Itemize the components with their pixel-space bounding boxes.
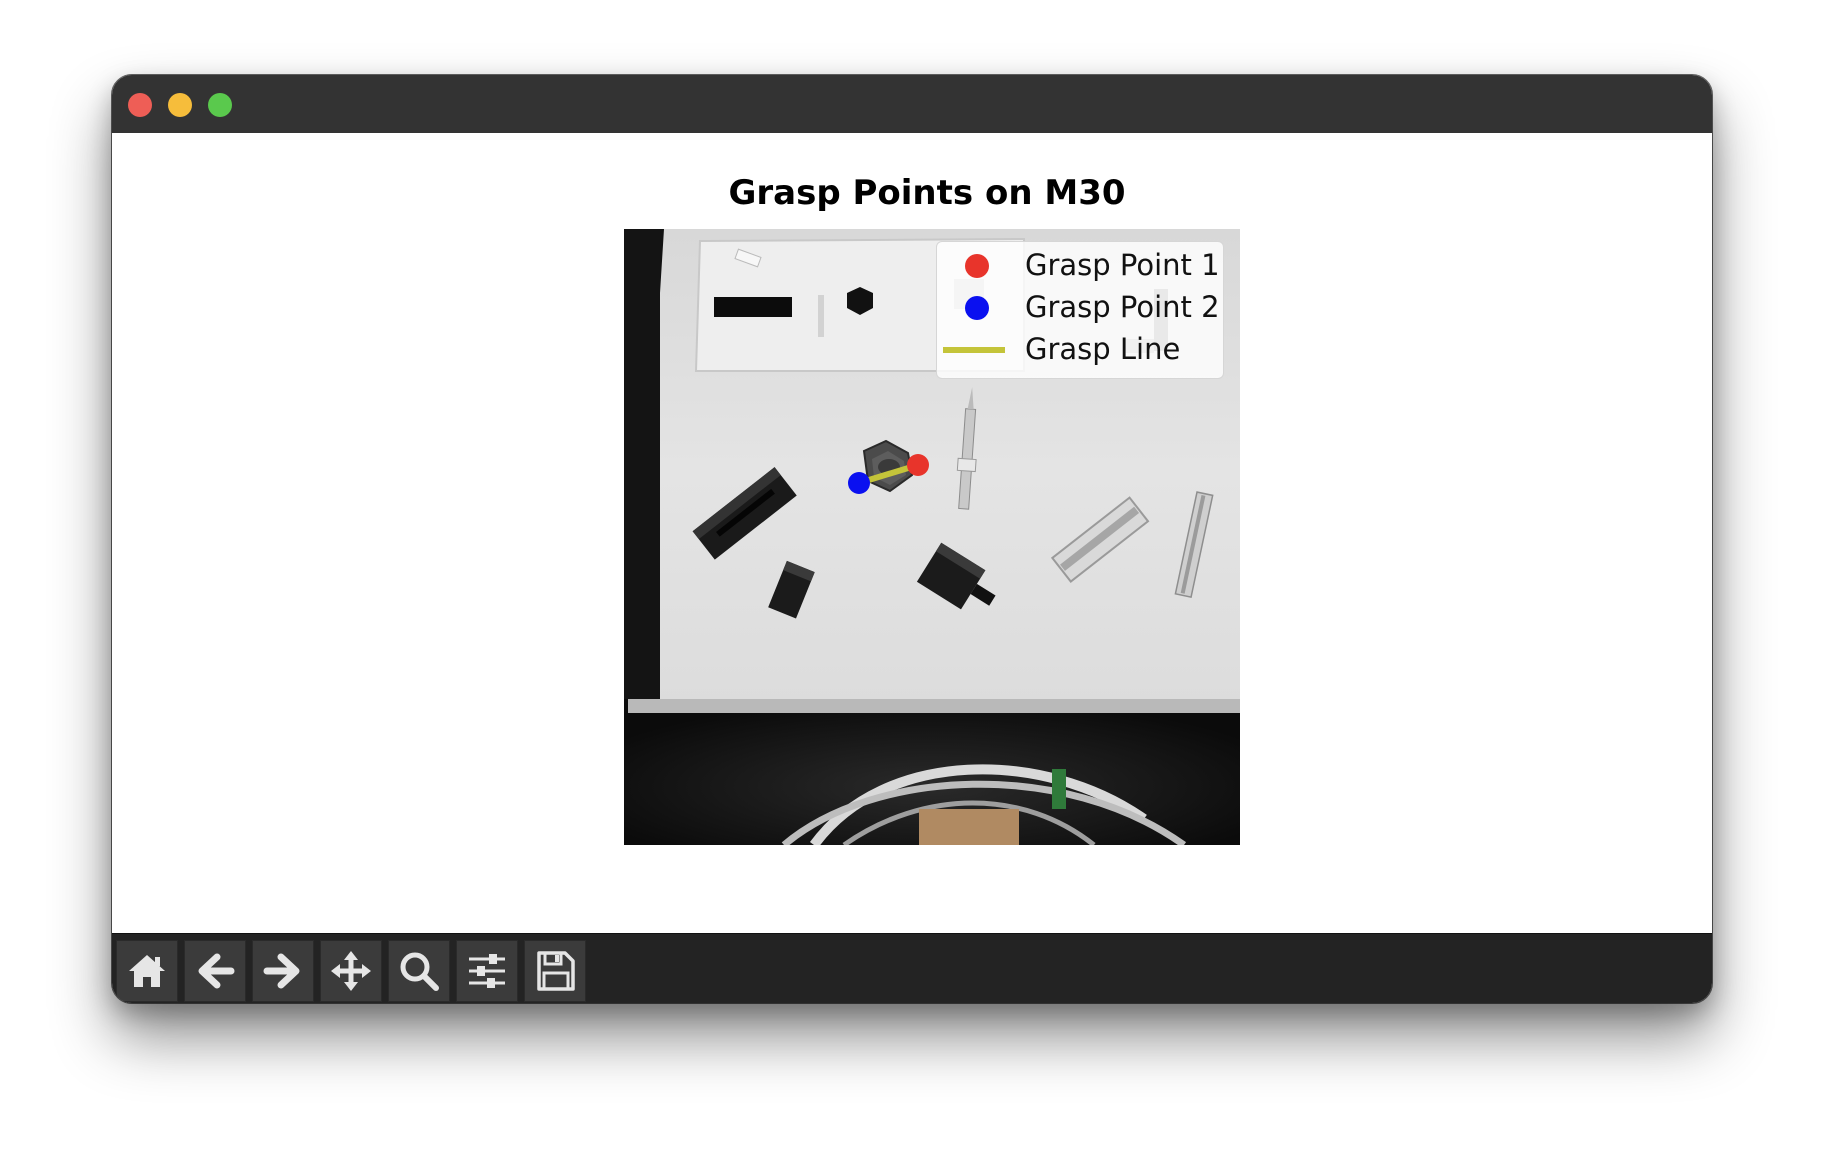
blue-circle-marker-icon bbox=[965, 296, 989, 320]
back-button[interactable] bbox=[184, 940, 246, 1002]
image-axes[interactable]: Grasp Point 1 Grasp Point 2 Grasp Line bbox=[624, 229, 1240, 845]
legend-label: Grasp Point 2 bbox=[1025, 290, 1220, 324]
legend-item-grasp-point-2: Grasp Point 2 bbox=[937, 288, 1223, 328]
legend: Grasp Point 1 Grasp Point 2 Grasp Line bbox=[936, 241, 1224, 379]
legend-item-grasp-point-1: Grasp Point 1 bbox=[937, 246, 1223, 286]
zoom-window-button[interactable] bbox=[208, 93, 232, 117]
figure-title: Grasp Points on M30 bbox=[728, 173, 1126, 213]
pan-button[interactable] bbox=[320, 940, 382, 1002]
configure-subplots-button[interactable] bbox=[456, 940, 518, 1002]
close-window-button[interactable] bbox=[128, 93, 152, 117]
figure-canvas: Grasp Points on M30 bbox=[112, 133, 1712, 933]
arrow-left-icon bbox=[198, 953, 235, 989]
zoom-button[interactable] bbox=[388, 940, 450, 1002]
sliders-icon bbox=[469, 954, 505, 988]
yellow-line-marker-icon bbox=[943, 347, 1005, 353]
home-button[interactable] bbox=[116, 940, 178, 1002]
save-button[interactable] bbox=[524, 940, 586, 1002]
grasp-point-2 bbox=[848, 472, 870, 494]
red-circle-marker-icon bbox=[965, 254, 989, 278]
title-bar bbox=[112, 75, 1712, 134]
navigation-toolbar bbox=[112, 933, 1712, 1003]
legend-item-grasp-line: Grasp Line bbox=[937, 330, 1223, 370]
legend-label: Grasp Line bbox=[1025, 332, 1181, 366]
move-icon bbox=[331, 951, 371, 991]
grasp-point-1 bbox=[907, 454, 929, 476]
forward-button[interactable] bbox=[252, 940, 314, 1002]
figure-window: Grasp Points on M30 bbox=[111, 74, 1713, 1004]
home-icon bbox=[129, 955, 165, 987]
arrow-right-icon bbox=[263, 953, 300, 989]
floppy-icon bbox=[537, 951, 575, 991]
minimize-window-button[interactable] bbox=[168, 93, 192, 117]
legend-label: Grasp Point 1 bbox=[1025, 248, 1220, 282]
magnifier-icon bbox=[400, 952, 439, 991]
